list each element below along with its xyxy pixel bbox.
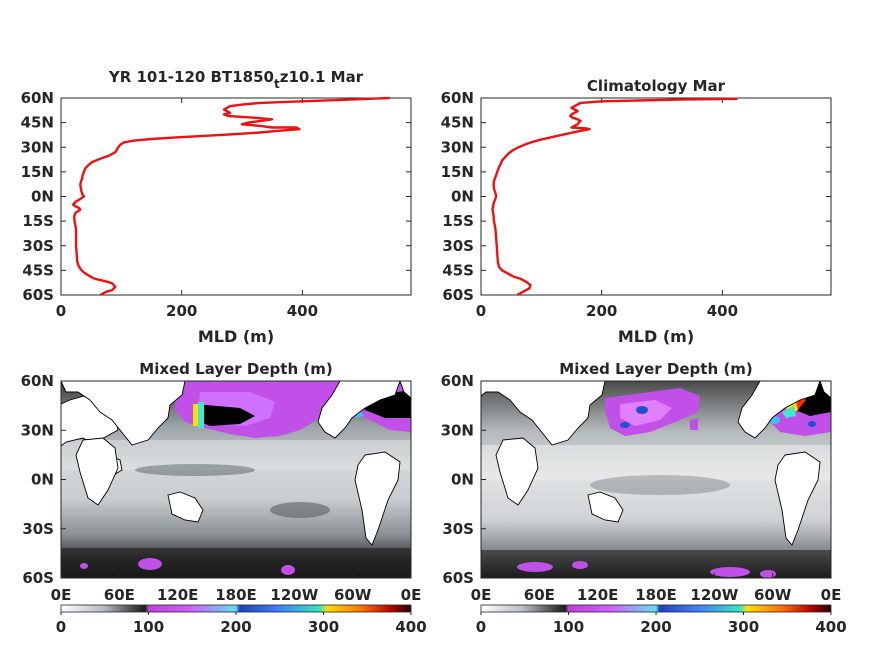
map-x-tick-label: 120E (157, 586, 199, 604)
model-mld-profile-line (71, 96, 390, 297)
x-tick-label: 200 (166, 302, 197, 320)
colorbar-tick-label: 300 (308, 618, 339, 636)
climatology-profile-plot-frame (480, 97, 832, 296)
map-x-tick-label: 60W (754, 586, 792, 604)
y-tick-label: 30S (442, 237, 474, 255)
map-x-tick-label: 0E (51, 586, 72, 604)
colorbar-tick-label: 300 (728, 618, 759, 636)
map-y-tick-label: 60N (21, 372, 54, 390)
climatology-map-colorbar (480, 604, 832, 613)
map-x-tick-label: 60E (104, 586, 135, 604)
y-tick-label: 45N (21, 114, 54, 132)
climatology-mld-profile-line (491, 97, 738, 297)
climatology-profile-x-ticks: 0 200 400 (476, 98, 738, 320)
colorbar-tick-label: 100 (553, 618, 584, 636)
y-tick-label: 0N (31, 188, 54, 206)
y-tick-label: 15N (441, 163, 474, 181)
y-tick-label: 45N (441, 114, 474, 132)
land-africa (75, 437, 119, 506)
map-y-tick-label: 30N (21, 421, 54, 439)
model-map-colorbar-ticks: 0 100 200 300 400 (56, 612, 427, 636)
x-tick-label: 400 (707, 302, 738, 320)
map-y-tick-label: 0N (31, 471, 54, 489)
x-tick-label: 0 (476, 302, 486, 320)
y-tick-label: 30N (441, 138, 474, 156)
colorbar-tick-label: 200 (640, 618, 671, 636)
map-y-tick-label: 30S (22, 520, 54, 538)
colorbar-tick-label: 400 (395, 618, 426, 636)
map-x-tick-label: 120E (577, 586, 619, 604)
y-tick-label: 60S (22, 286, 54, 304)
model-map-field (61, 381, 411, 578)
climatology-profile-y-ticks: 60N 45N 30N 15N 0N 15S 30S 45S 60S (441, 89, 831, 304)
climatology-profile-x-label: MLD (m) (618, 327, 694, 346)
map-x-tick-label: 60E (524, 586, 555, 604)
map-x-tick-label: 120W (690, 586, 738, 604)
map-y-tick-label: 60S (442, 569, 474, 587)
map-x-tick-label: 120W (270, 586, 318, 604)
map-y-tick-label: 30S (442, 520, 474, 538)
model-map-colorbar (60, 604, 412, 613)
map-y-tick-label: 0N (451, 471, 474, 489)
climatology-profile-panel: Climatology Mar 60N45N30N15N0N15S30S45S6… (441, 77, 832, 346)
colorbar-tick-label: 200 (220, 618, 251, 636)
y-tick-label: 30S (22, 237, 54, 255)
model-map-x-ticks: 0E 60E 120E 180E 120W 60W 0E (51, 573, 422, 604)
climatology-mld-map-panel: Mixed Layer Depth (m) (441, 360, 847, 636)
model-profile-x-ticks: 0 200 400 (56, 98, 318, 320)
y-tick-label: 60N (441, 89, 474, 107)
y-tick-label: 0N (451, 188, 474, 206)
y-tick-label: 45S (22, 261, 54, 279)
y-tick-label: 30N (21, 138, 54, 156)
land-south-america (354, 451, 401, 546)
colorbar-tick-label: 400 (815, 618, 846, 636)
model-profile-title: YR 101-120 BT1850tz10.1 Mar (108, 68, 364, 91)
map-x-tick-label: 0E (471, 586, 492, 604)
y-tick-label: 15S (442, 212, 474, 230)
x-tick-label: 400 (287, 302, 318, 320)
x-tick-label: 200 (586, 302, 617, 320)
y-tick-label: 60N (21, 89, 54, 107)
climatology-map-field (481, 381, 831, 578)
colorbar-tick-label: 0 (476, 618, 486, 636)
climatology-map-colorbar-ticks: 0 100 200 300 400 (476, 612, 847, 636)
model-map-y-ticks: 60N 30N 0N 30S 60S (21, 372, 66, 587)
map-y-tick-label: 60S (22, 569, 54, 587)
map-y-tick-label: 60N (441, 372, 474, 390)
climatology-profile-title: Climatology Mar (587, 77, 726, 95)
model-profile-y-ticks: 60N 45N 30N 15N 0N 15S 30S 45S 60S (21, 89, 411, 304)
model-mld-map-panel: Mixed Layer Depth (m) (21, 360, 427, 636)
climatology-map-x-ticks: 0E 60E 120E 180E 120W 60W 0E (471, 573, 842, 604)
climatology-map-title: Mixed Layer Depth (m) (559, 360, 752, 378)
climatology-map-y-ticks: 60N 30N 0N 30S 60S (441, 372, 486, 587)
map-x-tick-label: 180E (635, 586, 677, 604)
model-profile-x-label: MLD (m) (198, 327, 274, 346)
map-x-tick-label: 0E (401, 586, 422, 604)
y-tick-label: 60S (442, 286, 474, 304)
model-map-title: Mixed Layer Depth (m) (139, 360, 332, 378)
land-north-america (317, 381, 401, 439)
map-x-tick-label: 60W (334, 586, 372, 604)
map-y-tick-label: 30N (441, 421, 474, 439)
map-x-tick-label: 0E (821, 586, 842, 604)
model-profile-plot-frame (60, 97, 412, 296)
y-tick-label: 45S (442, 261, 474, 279)
y-tick-label: 15S (22, 212, 54, 230)
land-australia (167, 491, 204, 523)
colorbar-tick-label: 0 (56, 618, 66, 636)
y-tick-label: 15N (21, 163, 54, 181)
model-profile-panel: YR 101-120 BT1850tz10.1 Mar 60N 45N 30N 15N… (21, 68, 412, 346)
colorbar-tick-label: 100 (133, 618, 164, 636)
x-tick-label: 0 (56, 302, 66, 320)
map-x-tick-label: 180E (215, 586, 257, 604)
